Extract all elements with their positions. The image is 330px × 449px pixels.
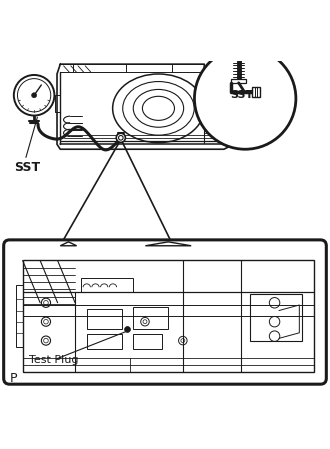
Bar (23, 260, 314, 372)
Text: SST: SST (230, 90, 254, 100)
Text: SST: SST (15, 161, 41, 174)
Circle shape (118, 136, 123, 140)
Bar (133, 334, 162, 349)
Bar (250, 294, 302, 341)
Circle shape (194, 48, 296, 149)
Bar (133, 307, 168, 330)
Bar (16, 285, 23, 347)
Text: P: P (10, 373, 17, 386)
Polygon shape (60, 242, 77, 246)
Bar (231, 79, 246, 83)
Text: Test Plug: Test Plug (29, 355, 79, 365)
Bar (87, 309, 122, 330)
Bar (252, 87, 260, 97)
Circle shape (14, 75, 54, 115)
Bar (87, 334, 122, 349)
Circle shape (124, 326, 130, 332)
FancyBboxPatch shape (4, 240, 326, 384)
Polygon shape (146, 242, 191, 246)
Circle shape (32, 93, 37, 98)
Bar (81, 278, 133, 292)
Circle shape (116, 133, 125, 142)
